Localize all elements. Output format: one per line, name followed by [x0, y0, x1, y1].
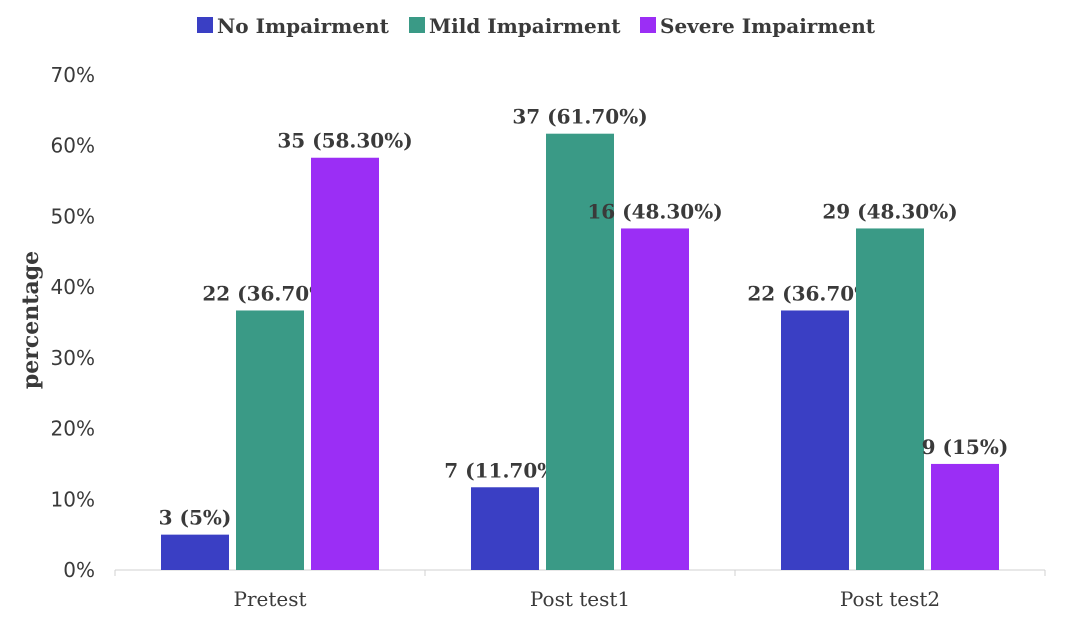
- legend-swatch: [409, 17, 425, 33]
- y-axis-label: percentage: [18, 251, 44, 389]
- y-tick-label: 0%: [63, 558, 95, 582]
- legend-swatch: [640, 17, 656, 33]
- bar-post-test1-mild-impairment: [546, 133, 614, 570]
- y-tick-label: 60%: [51, 134, 95, 158]
- y-tick-label: 10%: [51, 487, 95, 511]
- legend: No Impairment Mild Impairment Severe Impai…: [197, 14, 876, 38]
- bar-post-test1-no-impairment: [471, 487, 539, 570]
- bar-post-test2-severe-impairment: [931, 463, 999, 570]
- legend-swatch: [197, 17, 213, 33]
- x-category-label: Post test2: [840, 587, 940, 611]
- y-axis: 0% 10% 20% 30% 40% 50% 60% 70%: [51, 63, 95, 582]
- x-category-label: Pretest: [233, 587, 306, 611]
- data-label: 16 (48.30%): [587, 199, 722, 223]
- bar-post-test2-no-impairment: [781, 310, 849, 570]
- y-tick-label: 20%: [51, 417, 95, 441]
- y-tick-label: 40%: [51, 275, 95, 299]
- y-tick-label: 30%: [51, 346, 95, 370]
- bar-pretest-no-impairment: [161, 534, 229, 570]
- data-label: 3 (5%): [159, 506, 232, 530]
- x-axis: Pretest Post test1 Post test2: [114, 570, 1046, 611]
- y-tick-label: 50%: [51, 204, 95, 228]
- data-label: 37 (61.70%): [512, 105, 647, 129]
- bar-post-test2-mild-impairment: [856, 228, 924, 570]
- bar-pretest-mild-impairment: [236, 310, 304, 570]
- bars: 3 (5%)22 (36.70%)35 (58.30%)7 (11.70%)37…: [159, 105, 1009, 570]
- y-tick-label: 70%: [51, 63, 95, 87]
- data-label: 35 (58.30%): [277, 129, 412, 153]
- bar-pretest-severe-impairment: [311, 157, 379, 570]
- legend-label: Mild Impairment: [429, 14, 621, 38]
- data-label: 9 (15%): [922, 435, 1009, 459]
- data-label: 7 (11.70%): [444, 458, 565, 482]
- legend-label: No Impairment: [217, 14, 390, 38]
- data-label: 29 (48.30%): [822, 199, 957, 223]
- legend-label: Severe Impairment: [660, 14, 876, 38]
- x-category-label: Post test1: [530, 587, 630, 611]
- bar-post-test1-severe-impairment: [621, 228, 689, 570]
